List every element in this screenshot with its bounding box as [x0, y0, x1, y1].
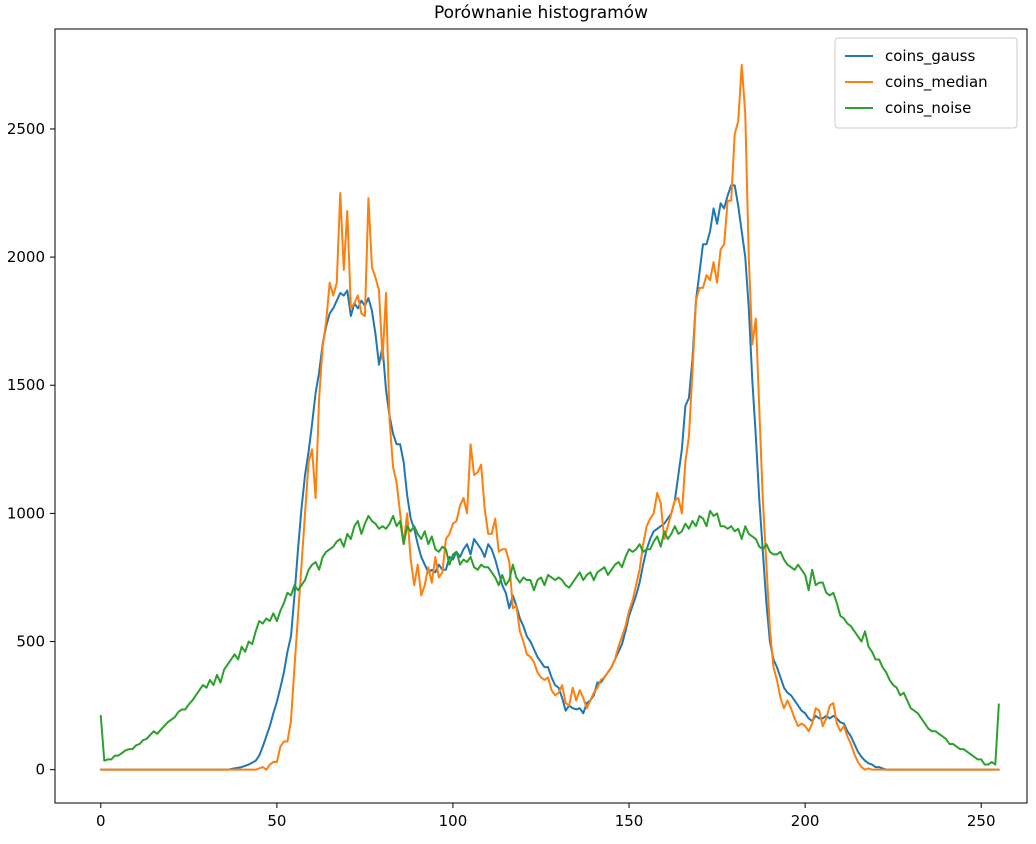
series-layer [99, 63, 1000, 771]
legend-label-coins_gauss: coins_gauss [885, 47, 975, 66]
x-tick-label: 100 [439, 812, 468, 830]
x-tick-label: 150 [615, 812, 644, 830]
legend: coins_gauss coins_median coins_noise [834, 37, 1018, 129]
series-line-coins_noise [99, 509, 1000, 766]
y-tick-label: 1000 [7, 504, 45, 522]
y-tick-label: 2500 [7, 120, 45, 138]
chart-title: Porównanie histogramów [434, 3, 648, 23]
x-tick-label: 250 [967, 812, 996, 830]
x-tick-label: 50 [267, 812, 286, 830]
y-tick-label: 0 [35, 761, 45, 779]
x-tick-label: 200 [791, 812, 820, 830]
series-line-coins_median [99, 63, 1000, 771]
series-line-coins_gauss [99, 184, 1000, 771]
x-tick-label: 0 [96, 812, 106, 830]
legend-label-coins_noise: coins_noise [885, 99, 971, 118]
y-tick-label: 2000 [7, 248, 45, 266]
y-tick-label: 500 [16, 633, 45, 651]
legend-label-coins_median: coins_median [885, 73, 988, 92]
legend-box [834, 37, 1018, 129]
plot-frame [54, 28, 1028, 804]
y-tick-label: 1500 [7, 376, 45, 394]
